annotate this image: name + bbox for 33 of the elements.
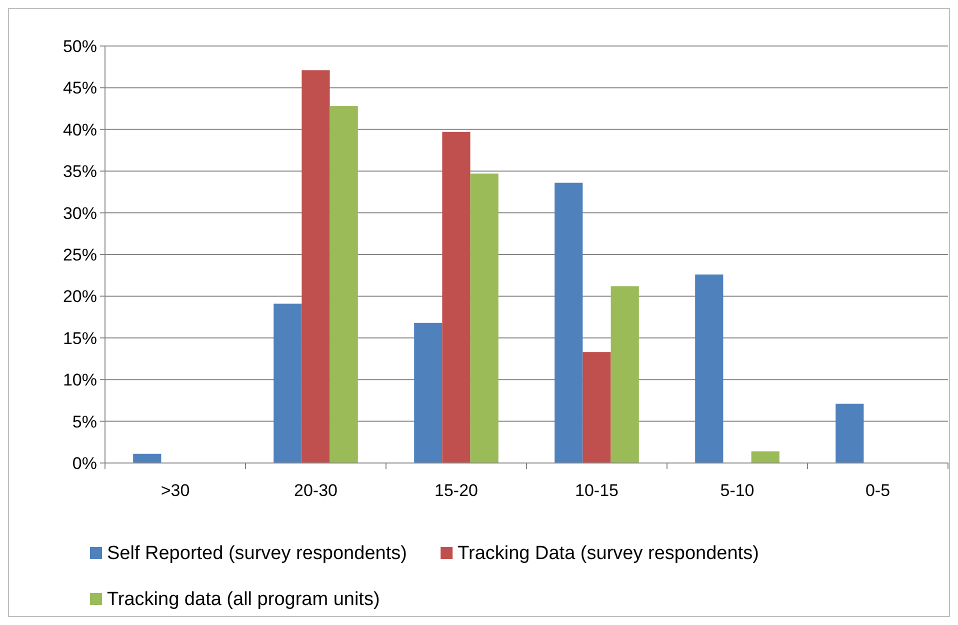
bar [133,454,162,463]
bar [836,404,864,463]
bar [582,352,611,463]
y-tick-label: 5% [72,412,97,432]
legend-label: Tracking data (all program units) [107,589,380,610]
y-tick-label: 25% [62,245,97,264]
x-tick-label: >30 [160,481,190,500]
y-tick-label: 20% [62,287,97,306]
bar [274,304,302,463]
legend-label: Tracking Data (survey respondents) [458,543,759,564]
x-tick-label: 5-10 [720,481,754,500]
bar [751,451,780,463]
y-tick-label: 15% [62,328,97,348]
y-tick-label: 50% [62,36,97,56]
bar [695,274,724,463]
y-tick-label: 0% [72,454,97,473]
bar [470,174,498,463]
x-tick-label: 20-30 [294,481,338,500]
bar [330,106,358,463]
y-tick-label: 30% [62,204,97,223]
bar [554,182,583,463]
y-tick-label: 10% [62,370,97,390]
bar [302,70,330,463]
x-tick-label: 15-20 [434,481,478,500]
legend-label: Self Reported (survey respondents) [107,543,407,564]
x-tick-label: 10-15 [575,481,618,500]
x-tick-label: 0-5 [865,481,890,500]
bar [610,286,639,463]
bar [442,132,470,463]
y-tick-label: 35% [62,162,97,182]
bar [414,322,442,463]
y-tick-label: 45% [62,78,97,98]
y-tick-label: 40% [62,120,97,140]
